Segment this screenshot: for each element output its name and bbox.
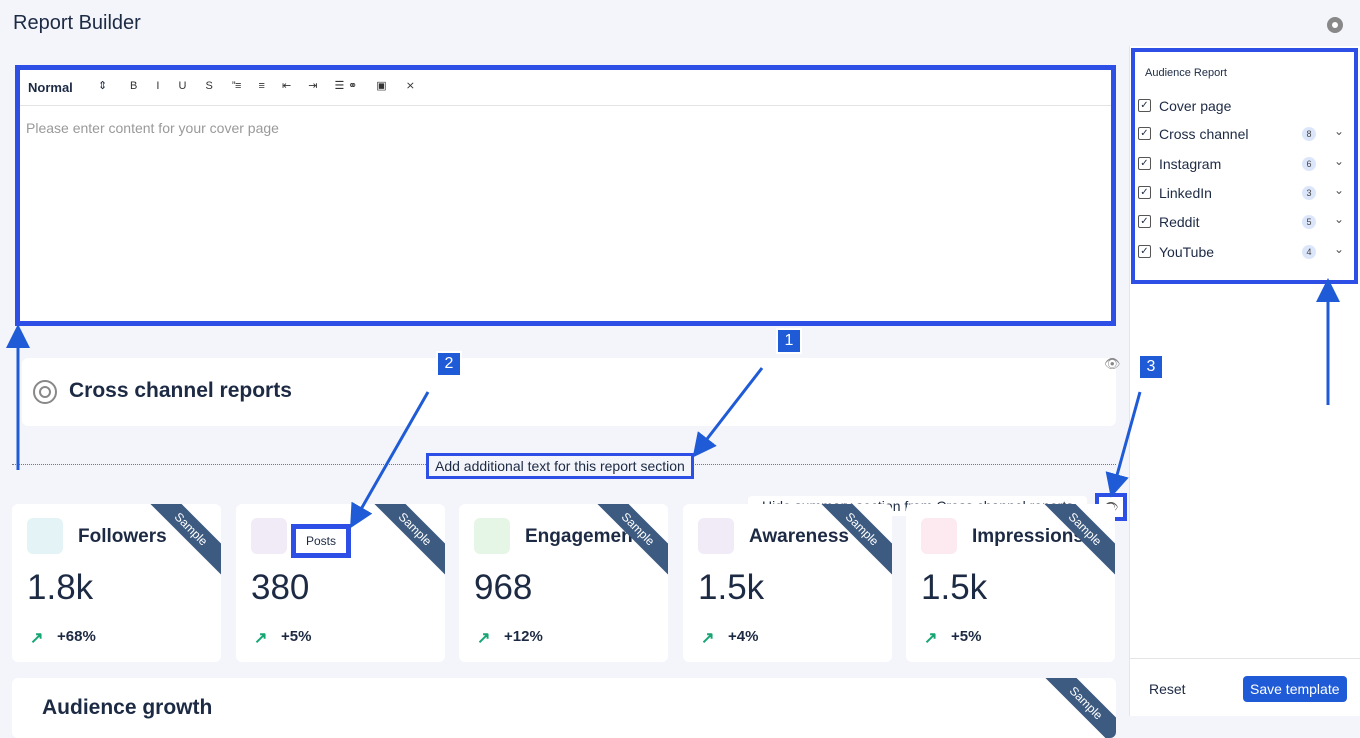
item-label: LinkedIn: [1159, 185, 1212, 201]
card-change: +4%: [728, 628, 759, 645]
metric-card: Followers 1.8k ↗ +68% Sample: [12, 504, 221, 662]
card-value: 1.8k: [27, 568, 94, 607]
sidebar-item[interactable]: ✓ Reddit 5 ⌄: [1138, 212, 1353, 231]
card-change: +12%: [504, 628, 543, 645]
toolbar: Normal ⇕ B I U S ” ≡ ≡ ⇤ ⇥ ☰ ⚭ ▣ ⨯: [20, 70, 1111, 106]
editor[interactable]: Normal ⇕ B I U S ” ≡ ≡ ⇤ ⇥ ☰ ⚭ ▣ ⨯ Pleas…: [15, 65, 1116, 326]
item-label: Reddit: [1159, 214, 1200, 230]
item-label: Cover page: [1159, 98, 1232, 114]
card-icon: [698, 518, 734, 554]
sidebar-item[interactable]: ✓ Cross channel 8 ⌄: [1138, 124, 1353, 143]
item-label: Cross channel: [1159, 126, 1249, 142]
expand-icon[interactable]: ⌄: [1334, 212, 1345, 226]
item-count: 8: [1302, 127, 1316, 141]
callout: 2: [436, 351, 462, 377]
ribbon: Sample: [1035, 678, 1116, 738]
sidebar-item[interactable]: ✓ Cover page: [1138, 97, 1353, 115]
card-label: Engagement: [525, 526, 640, 547]
sidebar-panel: [1131, 48, 1358, 284]
sidebar-item[interactable]: ✓ LinkedIn 3 ⌄: [1138, 183, 1353, 202]
trend-icon: ↗: [254, 630, 268, 647]
card-change: +5%: [951, 628, 982, 645]
card-icon: [27, 518, 63, 554]
title: Report Builder: [13, 12, 141, 34]
checkbox[interactable]: ✓: [1138, 127, 1151, 140]
callout: 3: [1138, 354, 1164, 380]
checkbox[interactable]: ✓: [1138, 186, 1151, 199]
metric-card: Impressions 1.5k ↗ +5% Sample: [906, 504, 1115, 662]
checkbox[interactable]: ✓: [1138, 215, 1151, 228]
item-count: 4: [1302, 245, 1316, 259]
metric-card: Engagement 968 ↗ +12% Sample: [459, 504, 668, 662]
expand-icon[interactable]: ⌄: [1334, 154, 1345, 168]
card-change: +68%: [57, 628, 96, 645]
card-value: 1.5k: [921, 568, 988, 607]
trend-icon: ↗: [701, 630, 715, 647]
expand-icon[interactable]: ⌄: [1334, 242, 1345, 256]
item-count: 3: [1302, 186, 1316, 200]
reset-button[interactable]: Reset: [1149, 681, 1186, 697]
card-change: +5%: [281, 628, 312, 645]
item-label: Instagram: [1159, 156, 1222, 172]
card-value: 1.5k: [698, 568, 765, 607]
checkbox[interactable]: ✓: [1138, 99, 1151, 112]
callout: 1: [776, 328, 802, 354]
card-value: 968: [474, 568, 533, 607]
section-title: Audience growth: [42, 696, 213, 719]
settings-icon[interactable]: [1324, 14, 1346, 36]
card-label: Followers: [78, 526, 167, 547]
checkbox[interactable]: ✓: [1138, 157, 1151, 170]
item-label: YouTube: [1159, 244, 1215, 260]
item-count: 5: [1302, 215, 1316, 229]
additional-text[interactable]: Add additional text for this report sect…: [426, 453, 694, 479]
sidebar-item[interactable]: ✓ Instagram 6 ⌄: [1138, 154, 1353, 173]
section-header: Cross channel reports 👁: [22, 356, 1121, 426]
card-label: Posts: [291, 524, 352, 558]
page: Report Builder Normal ⇕ B I U S ” ≡ ≡ ⇤ …: [6, 12, 1360, 738]
placeholder[interactable]: Please enter content for your cover page: [26, 120, 279, 136]
sidebar: [1129, 46, 1360, 716]
section-title: Cross channel reports: [69, 379, 292, 402]
trend-icon: ↗: [924, 630, 938, 647]
metric-card: Awareness 1.5k ↗ +4% Sample: [683, 504, 892, 662]
sidebar-item[interactable]: ✓ YouTube 4 ⌄: [1138, 242, 1353, 261]
card-icon: [251, 518, 287, 554]
item-count: 6: [1302, 157, 1316, 171]
card-icon: [921, 518, 957, 554]
card-label: Impressions: [972, 526, 1084, 547]
checkbox[interactable]: ✓: [1138, 245, 1151, 258]
expand-icon[interactable]: ⌄: [1334, 124, 1345, 138]
card-value: 380: [251, 568, 310, 607]
save-button[interactable]: Save template: [1243, 676, 1347, 702]
card-icon: [474, 518, 510, 554]
trend-icon: ↗: [30, 630, 44, 647]
metric-card: Posts 380 ↗ +5% Sample: [236, 504, 445, 662]
ribbon: Sample: [364, 504, 445, 580]
next-section: Audience growth Sample: [12, 678, 1116, 738]
trend-icon: ↗: [477, 630, 491, 647]
sidebar-title: Audience Report: [1145, 67, 1227, 79]
card-label: Awareness: [749, 526, 849, 547]
expand-icon[interactable]: ⌄: [1334, 183, 1345, 197]
format-select[interactable]: Normal: [28, 80, 73, 95]
